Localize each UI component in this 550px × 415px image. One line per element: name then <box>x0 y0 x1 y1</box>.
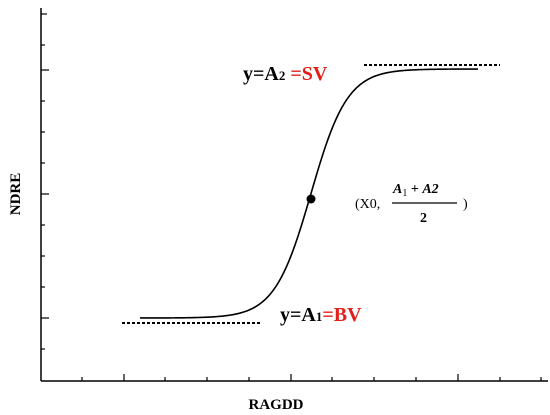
lower-label-rhs: BV <box>334 304 362 326</box>
inflection-num-plus: + <box>407 182 422 197</box>
x-axis-title: RAGDD <box>249 397 304 413</box>
lower-label-eq: = <box>322 304 333 326</box>
inflection-num-a: A <box>392 182 402 197</box>
lower-asymptote-label: y=A1=BV <box>280 304 362 326</box>
inflection-close: ) <box>463 197 468 212</box>
inflection-num-a-sub: 1 <box>402 188 407 199</box>
lower-label-lhs: y=A <box>280 304 316 326</box>
upper-label-eq: = <box>285 63 301 85</box>
upper-label-lhs: y=A <box>243 63 279 85</box>
inflection-point <box>306 194 316 204</box>
inflection-numerator: A1 + A2 <box>392 182 439 199</box>
inflection-denominator: 2 <box>420 211 427 226</box>
y-ticks <box>41 13 49 350</box>
upper-label-sub: 2 <box>279 68 286 83</box>
upper-asymptote-label: y=A2 =SV <box>243 63 328 85</box>
inflection-annotation: (X0, A1 + A2 2 ) <box>355 182 468 226</box>
y-axis-title: NDRE <box>8 173 24 216</box>
lower-label-sub: 1 <box>316 309 323 324</box>
inflection-num-b: A2 <box>421 182 438 197</box>
upper-label-rhs: SV <box>302 63 328 85</box>
inflection-open: (X0, <box>355 197 380 212</box>
x-ticks <box>81 374 542 381</box>
